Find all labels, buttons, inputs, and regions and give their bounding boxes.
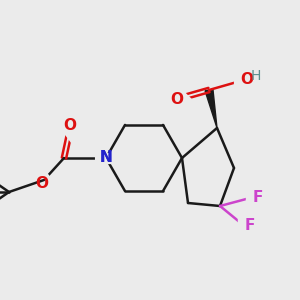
Text: H: H: [251, 69, 261, 83]
Text: O: O: [35, 176, 49, 191]
Text: N: N: [100, 151, 112, 166]
Text: O: O: [170, 92, 184, 107]
Polygon shape: [205, 89, 217, 128]
Text: F: F: [245, 218, 255, 233]
Text: O: O: [240, 73, 253, 88]
Text: F: F: [253, 190, 263, 206]
Text: O: O: [64, 118, 76, 133]
Text: N: N: [100, 151, 112, 166]
